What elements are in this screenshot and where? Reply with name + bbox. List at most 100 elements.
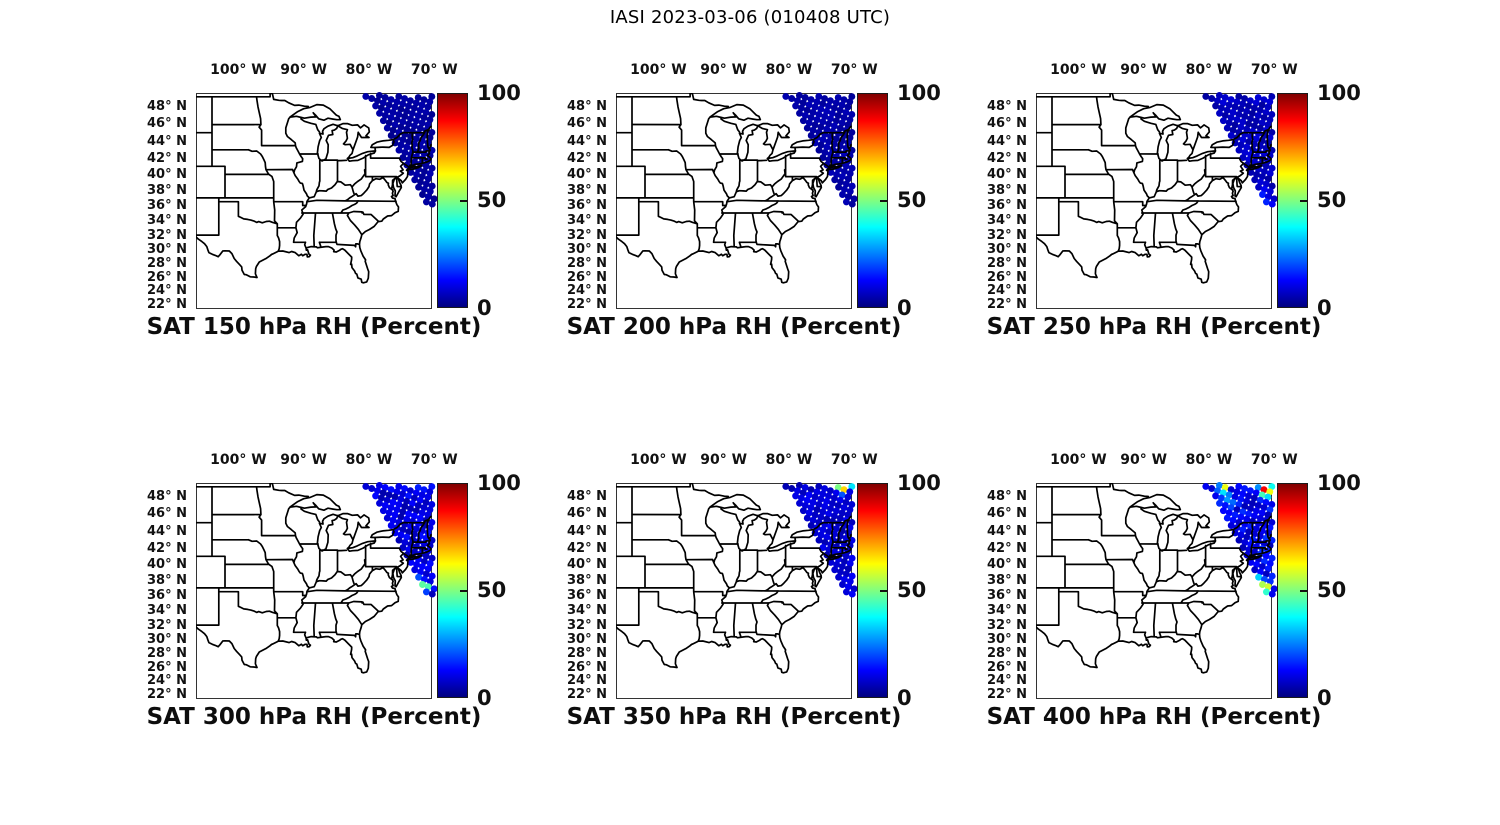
lat-tick-label: 32° N — [567, 617, 607, 633]
colorbar-tick-50 — [1300, 199, 1307, 202]
lat-tick-label: 38° N — [987, 182, 1027, 198]
lat-tick-label: 40° N — [567, 556, 607, 572]
colorbar-label: 100 — [897, 470, 941, 495]
lat-tick-label: 26° N — [987, 269, 1027, 285]
lat-tick-label: 30° N — [987, 631, 1027, 647]
lon-tick-label: 80° W — [1185, 62, 1233, 78]
lat-tick-label: 22° N — [567, 686, 607, 702]
figure-title: IASI 2023-03-06 (010408 UTC) — [609, 7, 891, 28]
lat-tick-label: 40° N — [567, 166, 607, 182]
lat-tick-label: 44° N — [567, 133, 607, 149]
colorbar-label: 0 — [897, 685, 912, 710]
lat-tick-label: 44° N — [567, 523, 607, 539]
lat-tick-label: 32° N — [987, 227, 1027, 243]
panel-title: SAT 400 hPa RH (Percent) — [986, 704, 1322, 730]
map-plot — [616, 481, 858, 699]
lat-tick-label: 30° N — [567, 631, 607, 647]
colorbar-label: 0 — [1317, 685, 1332, 710]
colorbar-label: 100 — [1317, 470, 1361, 495]
lat-tick-label: 46° N — [147, 506, 187, 522]
lat-tick-label: 24° N — [567, 283, 607, 299]
lat-tick-label: 28° N — [147, 645, 187, 661]
lon-tick-label: 90° W — [1120, 452, 1168, 468]
lon-tick-label: 70° W — [1250, 452, 1298, 468]
panel-title: SAT 150 hPa RH (Percent) — [146, 314, 482, 340]
map-plot — [1036, 91, 1278, 309]
lat-tick-label: 36° N — [567, 197, 607, 213]
lat-tick-label: 36° N — [987, 587, 1027, 603]
lat-tick-label: 34° N — [987, 212, 1027, 228]
lat-tick-label: 24° N — [987, 283, 1027, 299]
map-plot — [196, 481, 438, 699]
lat-tick-label: 42° N — [987, 150, 1027, 166]
colorbar-label: 50 — [477, 188, 507, 212]
lon-tick-label: 90° W — [700, 62, 748, 78]
lat-tick-label: 42° N — [147, 150, 187, 166]
lon-tick-label: 100° W — [630, 452, 687, 468]
lat-tick-label: 38° N — [147, 182, 187, 198]
lat-tick-label: 24° N — [147, 283, 187, 299]
colorbar-label: 50 — [897, 188, 927, 212]
lat-tick-label: 36° N — [147, 587, 187, 603]
lat-tick-label: 32° N — [567, 227, 607, 243]
lon-tick-label: 70° W — [410, 62, 458, 78]
lat-tick-label: 28° N — [987, 645, 1027, 661]
lon-tick-label: 80° W — [765, 452, 813, 468]
lon-tick-label: 90° W — [280, 452, 328, 468]
lat-tick-label: 44° N — [987, 523, 1027, 539]
colorbar-tick-50 — [1300, 589, 1307, 592]
lon-tick-label: 100° W — [210, 452, 267, 468]
panel-title: SAT 250 hPa RH (Percent) — [986, 314, 1322, 340]
colorbar-label: 0 — [477, 685, 492, 710]
lon-tick-label: 80° W — [1185, 452, 1233, 468]
lon-tick-label: 70° W — [1250, 62, 1298, 78]
lat-tick-label: 34° N — [147, 602, 187, 618]
lon-tick-label: 100° W — [210, 62, 267, 78]
lon-tick-label: 80° W — [345, 452, 393, 468]
lat-tick-label: 48° N — [987, 488, 1027, 504]
lat-tick-label: 34° N — [567, 212, 607, 228]
colorbar-tick-50 — [460, 199, 467, 202]
lat-tick-label: 28° N — [567, 645, 607, 661]
colorbar-label: 100 — [477, 470, 521, 495]
lat-tick-label: 46° N — [567, 116, 607, 132]
lat-tick-label: 22° N — [987, 686, 1027, 702]
lat-tick-label: 38° N — [987, 572, 1027, 588]
lat-tick-label: 22° N — [987, 296, 1027, 312]
lat-tick-label: 38° N — [567, 182, 607, 198]
lat-tick-label: 40° N — [987, 556, 1027, 572]
colorbar-tick-50 — [880, 199, 887, 202]
lat-tick-label: 32° N — [147, 617, 187, 633]
lat-tick-label: 36° N — [147, 197, 187, 213]
lon-tick-label: 70° W — [410, 452, 458, 468]
lat-tick-label: 30° N — [987, 241, 1027, 257]
lon-tick-label: 90° W — [1120, 62, 1168, 78]
lat-tick-label: 48° N — [567, 488, 607, 504]
lat-tick-label: 24° N — [147, 673, 187, 689]
lat-tick-label: 40° N — [147, 556, 187, 572]
lon-tick-label: 90° W — [280, 62, 328, 78]
map-plot — [196, 91, 438, 309]
colorbar-label: 50 — [477, 578, 507, 602]
lon-tick-label: 80° W — [765, 62, 813, 78]
lat-tick-label: 30° N — [147, 241, 187, 257]
lat-tick-label: 34° N — [567, 602, 607, 618]
lat-tick-label: 48° N — [987, 98, 1027, 114]
lat-tick-label: 48° N — [147, 488, 187, 504]
lat-tick-label: 44° N — [987, 133, 1027, 149]
lat-tick-label: 44° N — [147, 133, 187, 149]
lat-tick-label: 32° N — [147, 227, 187, 243]
lat-tick-label: 34° N — [987, 602, 1027, 618]
lat-tick-label: 42° N — [567, 150, 607, 166]
lat-tick-label: 22° N — [567, 296, 607, 312]
lat-tick-label: 26° N — [987, 659, 1027, 675]
lat-tick-label: 30° N — [147, 631, 187, 647]
lat-tick-label: 48° N — [567, 98, 607, 114]
lat-tick-label: 40° N — [147, 166, 187, 182]
lat-tick-label: 22° N — [147, 686, 187, 702]
swath-dots — [782, 481, 858, 598]
lat-tick-label: 38° N — [147, 572, 187, 588]
lat-tick-label: 26° N — [567, 659, 607, 675]
colorbar-label: 100 — [477, 80, 521, 105]
